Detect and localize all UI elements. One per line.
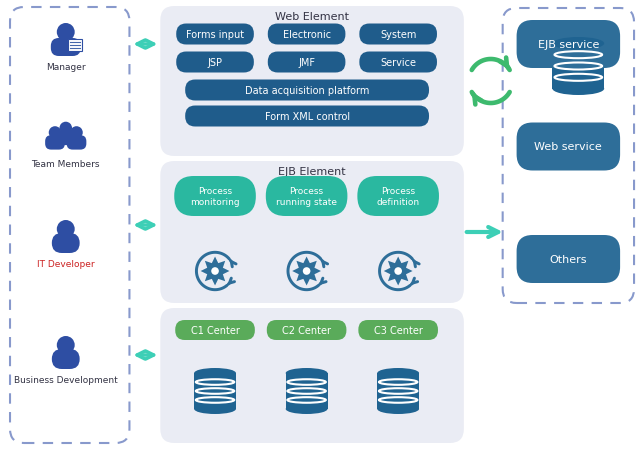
Text: Web service: Web service <box>534 142 602 152</box>
Ellipse shape <box>377 404 419 414</box>
Polygon shape <box>292 257 321 286</box>
Text: EJB Element: EJB Element <box>278 166 346 177</box>
Text: Data acquisition platform: Data acquisition platform <box>245 86 369 96</box>
Bar <box>68 40 82 52</box>
Ellipse shape <box>285 368 327 378</box>
FancyBboxPatch shape <box>358 177 439 216</box>
Text: Form XML control: Form XML control <box>264 112 350 122</box>
Circle shape <box>57 336 75 354</box>
Text: C3 Center: C3 Center <box>374 325 422 335</box>
Text: Web Element: Web Element <box>275 12 349 22</box>
Bar <box>285 373 327 409</box>
Circle shape <box>57 221 75 239</box>
Polygon shape <box>384 257 413 286</box>
FancyBboxPatch shape <box>176 52 254 74</box>
Text: Process
running state: Process running state <box>276 187 337 206</box>
FancyBboxPatch shape <box>358 320 438 340</box>
FancyBboxPatch shape <box>52 234 80 253</box>
Bar <box>552 44 604 89</box>
FancyBboxPatch shape <box>56 131 76 146</box>
FancyBboxPatch shape <box>359 52 437 74</box>
FancyBboxPatch shape <box>516 123 620 171</box>
FancyBboxPatch shape <box>160 161 464 304</box>
FancyBboxPatch shape <box>267 52 345 74</box>
FancyBboxPatch shape <box>266 177 347 216</box>
FancyBboxPatch shape <box>45 136 65 150</box>
Text: Forms input: Forms input <box>186 30 244 40</box>
Circle shape <box>394 267 402 275</box>
Text: JMF: JMF <box>298 58 315 68</box>
Text: JSP: JSP <box>208 58 222 68</box>
FancyBboxPatch shape <box>267 24 345 46</box>
Circle shape <box>212 267 219 275</box>
Text: Team Members: Team Members <box>32 160 100 169</box>
Bar <box>194 373 236 409</box>
FancyBboxPatch shape <box>52 349 80 369</box>
Text: Others: Others <box>550 254 587 264</box>
FancyBboxPatch shape <box>174 177 256 216</box>
Text: C1 Center: C1 Center <box>190 325 239 335</box>
FancyBboxPatch shape <box>359 24 437 46</box>
Polygon shape <box>201 257 230 286</box>
FancyBboxPatch shape <box>51 39 80 57</box>
Ellipse shape <box>552 83 604 96</box>
Ellipse shape <box>194 368 236 378</box>
FancyBboxPatch shape <box>176 24 254 46</box>
Text: Service: Service <box>380 58 416 68</box>
Ellipse shape <box>552 38 604 51</box>
Circle shape <box>303 267 311 275</box>
FancyBboxPatch shape <box>160 308 464 443</box>
FancyBboxPatch shape <box>185 80 429 101</box>
FancyBboxPatch shape <box>160 7 464 156</box>
FancyBboxPatch shape <box>267 320 347 340</box>
Circle shape <box>49 127 61 139</box>
Bar <box>377 373 419 409</box>
Circle shape <box>57 24 75 42</box>
Ellipse shape <box>377 368 419 378</box>
Text: Business Development: Business Development <box>14 375 118 384</box>
Circle shape <box>70 127 83 139</box>
Text: Electronic: Electronic <box>282 30 331 40</box>
Text: Process
monitoring: Process monitoring <box>190 187 240 206</box>
Ellipse shape <box>194 404 236 414</box>
Text: EJB service: EJB service <box>538 40 599 50</box>
Ellipse shape <box>285 404 327 414</box>
FancyBboxPatch shape <box>176 320 255 340</box>
FancyBboxPatch shape <box>185 106 429 127</box>
Text: IT Developer: IT Developer <box>37 259 95 268</box>
Text: C2 Center: C2 Center <box>282 325 331 335</box>
FancyBboxPatch shape <box>67 136 86 150</box>
FancyBboxPatch shape <box>516 235 620 283</box>
Text: Process
definition: Process definition <box>377 187 420 206</box>
Text: Manager: Manager <box>46 63 86 72</box>
Circle shape <box>60 122 72 135</box>
FancyBboxPatch shape <box>516 21 620 69</box>
Text: System: System <box>380 30 417 40</box>
